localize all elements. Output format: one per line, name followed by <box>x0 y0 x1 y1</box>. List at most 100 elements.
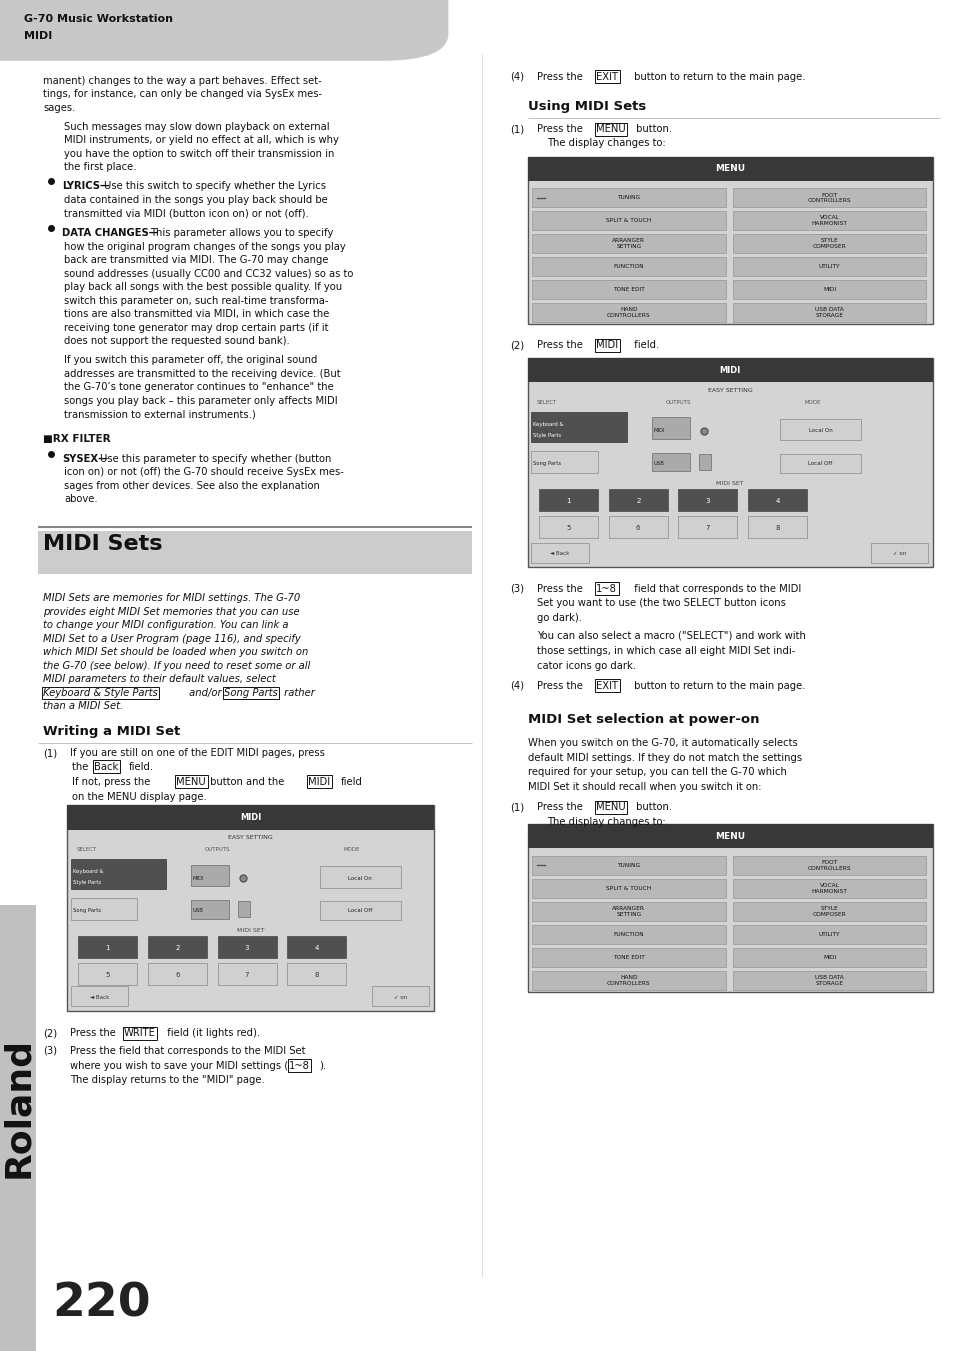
Bar <box>527 157 932 324</box>
Text: WRITE: WRITE <box>124 1028 155 1038</box>
Text: provides eight MIDI Set memories that you can use: provides eight MIDI Set memories that yo… <box>43 607 299 616</box>
Bar <box>733 925 925 944</box>
Text: 3: 3 <box>705 499 709 504</box>
Text: MIDI: MIDI <box>653 428 664 434</box>
Text: 8: 8 <box>314 973 318 978</box>
Text: MIDI: MIDI <box>719 366 740 374</box>
Text: 4: 4 <box>314 946 318 951</box>
Text: (3): (3) <box>510 584 524 593</box>
Bar <box>71 986 128 1006</box>
Text: MIDI: MIDI <box>239 813 261 821</box>
Text: 1~8: 1~8 <box>289 1061 310 1070</box>
Bar <box>532 971 725 990</box>
Text: ARRANGER
SETTING: ARRANGER SETTING <box>612 907 645 916</box>
Text: TUNING: TUNING <box>617 863 639 867</box>
Bar <box>372 986 429 1006</box>
Bar <box>651 417 689 439</box>
Text: Local On: Local On <box>808 428 831 434</box>
Text: button.: button. <box>633 124 672 134</box>
Text: HAND
CONTROLLERS: HAND CONTROLLERS <box>606 308 650 317</box>
Text: the: the <box>71 762 91 771</box>
Bar <box>531 412 626 442</box>
Text: MIDI Sets are memories for MIDI settings. The G-70: MIDI Sets are memories for MIDI settings… <box>43 593 300 603</box>
Text: TONE EDIT: TONE EDIT <box>613 955 644 959</box>
Text: MIDI instruments, or yield no effect at all, which is why: MIDI instruments, or yield no effect at … <box>64 135 338 145</box>
Text: field.: field. <box>630 340 659 350</box>
Bar <box>532 304 725 323</box>
Text: 4: 4 <box>775 499 779 504</box>
Text: MIDI: MIDI <box>596 340 618 350</box>
Text: If you switch this parameter off, the original sound: If you switch this parameter off, the or… <box>64 355 317 365</box>
Text: FOOT
CONTROLLERS: FOOT CONTROLLERS <box>807 193 851 203</box>
Bar <box>217 963 276 985</box>
Bar <box>71 898 137 920</box>
Text: 2: 2 <box>636 499 639 504</box>
Text: Roland: Roland <box>1 1038 35 1178</box>
Bar <box>747 516 806 538</box>
Bar <box>287 963 346 985</box>
Text: rather: rather <box>281 688 315 697</box>
Bar <box>0 905 36 1310</box>
Text: sages from other devices. See also the explanation: sages from other devices. See also the e… <box>64 481 319 490</box>
Text: Keyboard & Style Parts: Keyboard & Style Parts <box>43 688 157 697</box>
Bar <box>527 824 932 848</box>
Text: FOOT
CONTROLLERS: FOOT CONTROLLERS <box>807 861 851 870</box>
Bar <box>678 489 737 511</box>
Bar <box>733 902 925 921</box>
Bar <box>287 936 346 958</box>
PathPatch shape <box>0 0 448 61</box>
Text: transmitted via MIDI (button icon on) or not (off).: transmitted via MIDI (button icon on) or… <box>64 208 309 218</box>
Text: sages.: sages. <box>43 103 75 112</box>
Text: MENU: MENU <box>176 777 206 786</box>
Bar <box>78 963 137 985</box>
Bar <box>651 453 689 471</box>
Text: manent) changes to the way a part behaves. Effect set-: manent) changes to the way a part behave… <box>43 76 321 85</box>
Text: Press the: Press the <box>537 340 585 350</box>
Bar <box>532 189 725 208</box>
Bar <box>532 925 725 944</box>
Bar <box>532 902 725 921</box>
Bar <box>780 454 861 473</box>
Text: ◄ Back: ◄ Back <box>550 551 569 557</box>
Text: (2): (2) <box>43 1028 57 1038</box>
Text: Song Parts: Song Parts <box>224 688 277 697</box>
Bar <box>532 258 725 277</box>
Text: Such messages may slow down playback on external: Such messages may slow down playback on … <box>64 122 329 131</box>
Text: the G-70 (see below). If you need to reset some or all: the G-70 (see below). If you need to res… <box>43 661 310 670</box>
Text: MIDI SET: MIDI SET <box>236 928 264 934</box>
Text: Keyboard &: Keyboard & <box>72 869 103 874</box>
Text: OUTPUTS: OUTPUTS <box>205 847 231 852</box>
Text: songs you play back – this parameter only affects MIDI: songs you play back – this parameter onl… <box>64 396 337 405</box>
Text: 1: 1 <box>106 946 110 951</box>
Text: button and the: button and the <box>207 777 287 786</box>
Bar <box>733 235 925 254</box>
Bar <box>532 235 725 254</box>
Text: switch this parameter on, such real-time transforma-: switch this parameter on, such real-time… <box>64 296 328 305</box>
Text: USB DATA
STORAGE: USB DATA STORAGE <box>815 975 843 985</box>
Text: field that corresponds to the MIDI: field that corresponds to the MIDI <box>630 584 800 593</box>
Bar <box>527 358 932 567</box>
Text: EASY SETTING: EASY SETTING <box>707 388 752 393</box>
Text: Set you want to use (the two SELECT button icons: Set you want to use (the two SELECT butt… <box>537 598 785 608</box>
Bar <box>538 489 598 511</box>
Bar <box>148 963 207 985</box>
Bar <box>780 419 861 440</box>
Text: SELECT: SELECT <box>537 400 557 405</box>
Text: MODE: MODE <box>343 847 359 852</box>
Text: Press the: Press the <box>70 1028 118 1038</box>
Text: SPLIT & TOUCH: SPLIT & TOUCH <box>606 886 651 890</box>
Bar <box>319 901 400 920</box>
Bar <box>532 281 725 300</box>
Text: which MIDI Set should be loaded when you switch on: which MIDI Set should be loaded when you… <box>43 647 308 657</box>
Text: ).: ). <box>319 1061 326 1070</box>
Bar <box>532 948 725 967</box>
Text: the first place.: the first place. <box>64 162 136 172</box>
Text: Local Off: Local Off <box>807 461 832 466</box>
Text: EXIT: EXIT <box>596 72 618 81</box>
Bar <box>733 857 925 875</box>
Text: MIDI Set it should recall when you switch it on:: MIDI Set it should recall when you switc… <box>527 782 760 792</box>
Text: and/or: and/or <box>186 688 225 697</box>
Text: 1: 1 <box>566 499 570 504</box>
Bar <box>67 805 434 830</box>
Text: If not, press the: If not, press the <box>71 777 152 786</box>
